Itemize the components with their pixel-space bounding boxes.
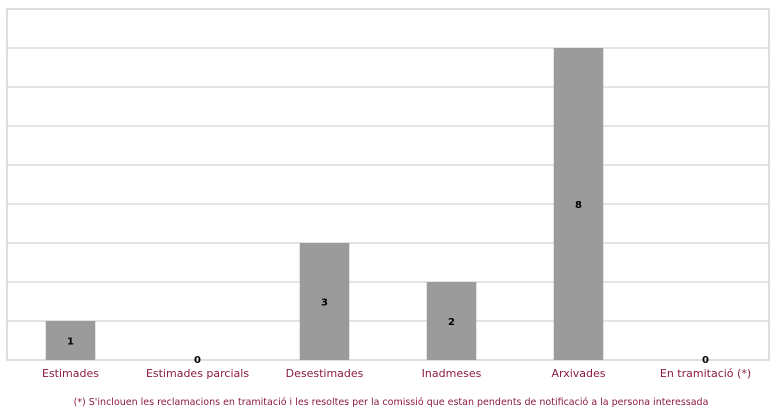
bar-2	[299, 243, 350, 360]
category-label-3: Inadmeses	[422, 367, 482, 380]
value-label-5: 0	[702, 355, 709, 366]
gridlines	[7, 47, 769, 322]
bars	[45, 48, 604, 360]
category-label-4: Arxivades	[551, 367, 605, 380]
category-label-0: Estimades	[42, 367, 99, 380]
value-label-0: 1	[67, 337, 74, 348]
bar-3	[426, 282, 477, 360]
bar-0	[45, 321, 96, 360]
value-label-3: 2	[448, 317, 455, 328]
plot-frame	[6, 8, 770, 361]
category-label-5: En tramitació (*)	[660, 367, 751, 380]
category-labels: Estimades Estimades parcials Desestimades I…	[42, 367, 751, 380]
bar-4	[553, 48, 604, 360]
value-labels: 1 0 3 2 8 0	[67, 200, 709, 366]
value-label-1: 0	[194, 355, 201, 366]
value-label-2: 3	[321, 298, 328, 309]
footnote: (*) S'inclouen les reclamacions en trami…	[74, 397, 709, 408]
value-label-4: 8	[575, 200, 582, 211]
category-label-1: Estimades parcials	[146, 367, 249, 380]
category-label-2: Desestimades	[286, 367, 364, 380]
